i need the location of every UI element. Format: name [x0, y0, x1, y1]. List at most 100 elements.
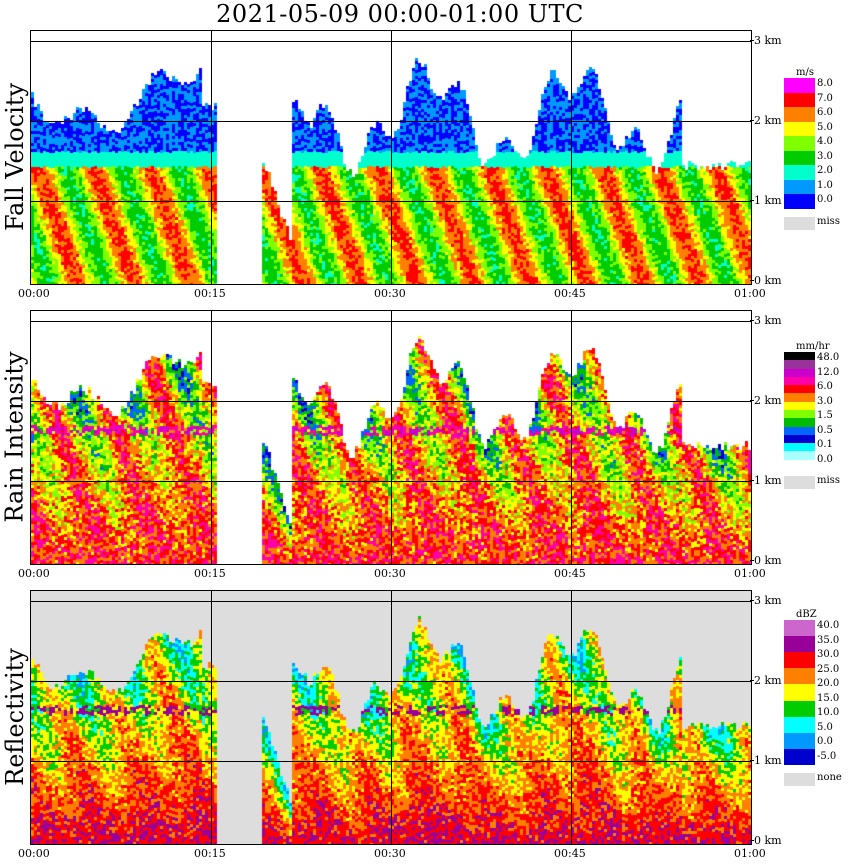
grid-line-h — [31, 761, 751, 762]
grid-line-v — [211, 591, 212, 844]
legend-level: 10.0 — [817, 707, 840, 718]
chart-panel-3 — [30, 590, 752, 845]
legend-level: -5.0 — [817, 750, 837, 762]
km-tick — [750, 400, 754, 401]
km-label: 0 km — [754, 274, 782, 287]
legend-swatch — [784, 426, 815, 436]
legend-swatch — [784, 78, 815, 93]
y-axis-label: Reflectivity — [0, 590, 30, 843]
legend-swatch — [784, 716, 815, 734]
x-tick-label: 00:00 — [18, 847, 50, 860]
legend-swatch — [784, 636, 815, 653]
legend-missing-swatch — [784, 476, 815, 489]
x-tick-label: 00:15 — [194, 847, 226, 860]
km-label: 0 km — [754, 834, 782, 847]
km-label: 0 km — [754, 554, 782, 567]
km-label: 3 km — [754, 34, 782, 47]
legend-swatch — [784, 418, 815, 428]
legend-level: 0.0 — [817, 194, 833, 205]
grid-line-h — [31, 681, 751, 682]
legend-level: 30.0 — [817, 649, 840, 660]
x-tick-label: 00:15 — [194, 287, 226, 300]
legend-swatch — [784, 748, 815, 766]
grid-line-h — [31, 201, 751, 202]
legend-level: 3.0 — [817, 395, 833, 407]
x-tick-label: 00:45 — [554, 847, 586, 860]
grid-line-v — [571, 311, 572, 564]
legend-swatch — [784, 368, 815, 378]
km-label: 2 km — [754, 394, 782, 407]
legend-level: 0.1 — [817, 439, 833, 450]
legend-level: 15.0 — [817, 692, 840, 704]
legend-swatch — [784, 620, 815, 637]
km-tick — [750, 680, 754, 681]
km-tick — [750, 200, 754, 201]
x-tick-label: 00:30 — [374, 287, 406, 300]
legend-swatch — [784, 92, 815, 108]
legend-swatch — [784, 401, 815, 411]
grid-line-h — [31, 601, 751, 602]
x-tick-label: 00:45 — [554, 567, 586, 580]
legend-swatch — [784, 352, 815, 361]
km-label: 1 km — [754, 474, 782, 487]
chart-panel-2 — [30, 310, 752, 565]
legend-swatch — [784, 443, 815, 452]
legend-missing-swatch — [784, 773, 815, 786]
grid-line-h — [31, 321, 751, 322]
y-axis-label-text: Reflectivity — [1, 647, 29, 786]
legend-swatch — [784, 434, 815, 444]
y-axis-label: Rain Intensity — [0, 310, 30, 563]
legend-level: 3.0 — [817, 150, 833, 162]
legend-level: 6.0 — [817, 107, 833, 118]
grid-line-h — [31, 41, 751, 42]
y-axis-label-text: Fall Velocity — [1, 82, 29, 231]
legend-level: 25.0 — [817, 663, 840, 675]
legend-unit: dBZ — [796, 609, 817, 620]
km-tick — [750, 120, 754, 121]
km-tick — [750, 600, 754, 601]
legend-swatch — [784, 385, 815, 394]
km-label: 2 km — [754, 674, 782, 687]
y-axis-label: Fall Velocity — [0, 30, 30, 283]
legend-level: 5.0 — [817, 121, 833, 133]
legend-swatch — [784, 376, 815, 386]
legend-swatch — [784, 194, 815, 209]
legend-swatch — [784, 684, 815, 702]
legend-swatch — [784, 360, 815, 370]
legend-swatch — [784, 451, 815, 461]
grid-line-h — [31, 401, 751, 402]
x-tick-label: 01:00 — [734, 287, 766, 300]
legend-level: 48.0 — [817, 352, 840, 363]
legend-level: 0.0 — [817, 736, 833, 747]
legend-level: 1.5 — [817, 410, 833, 421]
km-tick — [750, 40, 754, 41]
y-axis-label-text: Rain Intensity — [1, 350, 30, 523]
chart-title: 2021-05-09 00:00-01:00 UTC — [216, 0, 584, 28]
legend-level: 0.0 — [817, 453, 833, 465]
grid-line-h — [31, 481, 751, 482]
legend-swatch — [784, 393, 815, 403]
legend-swatch — [784, 410, 815, 419]
legend-swatch — [784, 668, 815, 685]
chart-panel-1 — [30, 30, 752, 285]
km-label: 3 km — [754, 314, 782, 327]
legend-level: 4.0 — [817, 136, 833, 147]
legend-level: 8.0 — [817, 78, 833, 89]
legend-unit: mm/hr — [796, 341, 830, 352]
legend-swatch — [784, 165, 815, 180]
x-tick-label: 01:00 — [734, 567, 766, 580]
legend-swatch — [784, 179, 815, 195]
km-tick — [750, 280, 754, 281]
legend-swatch — [784, 459, 815, 469]
legend-level: 20.0 — [817, 678, 840, 689]
legend-missing-label: miss — [817, 475, 840, 486]
legend-swatch — [784, 700, 815, 718]
km-tick — [750, 840, 754, 841]
x-tick-label: 00:00 — [18, 567, 50, 580]
km-label: 3 km — [754, 594, 782, 607]
legend-level: 40.0 — [817, 620, 840, 631]
grid-line-v — [571, 591, 572, 844]
legend-swatch — [784, 136, 815, 151]
legend-swatch — [784, 732, 815, 750]
x-tick-label: 00:30 — [374, 847, 406, 860]
